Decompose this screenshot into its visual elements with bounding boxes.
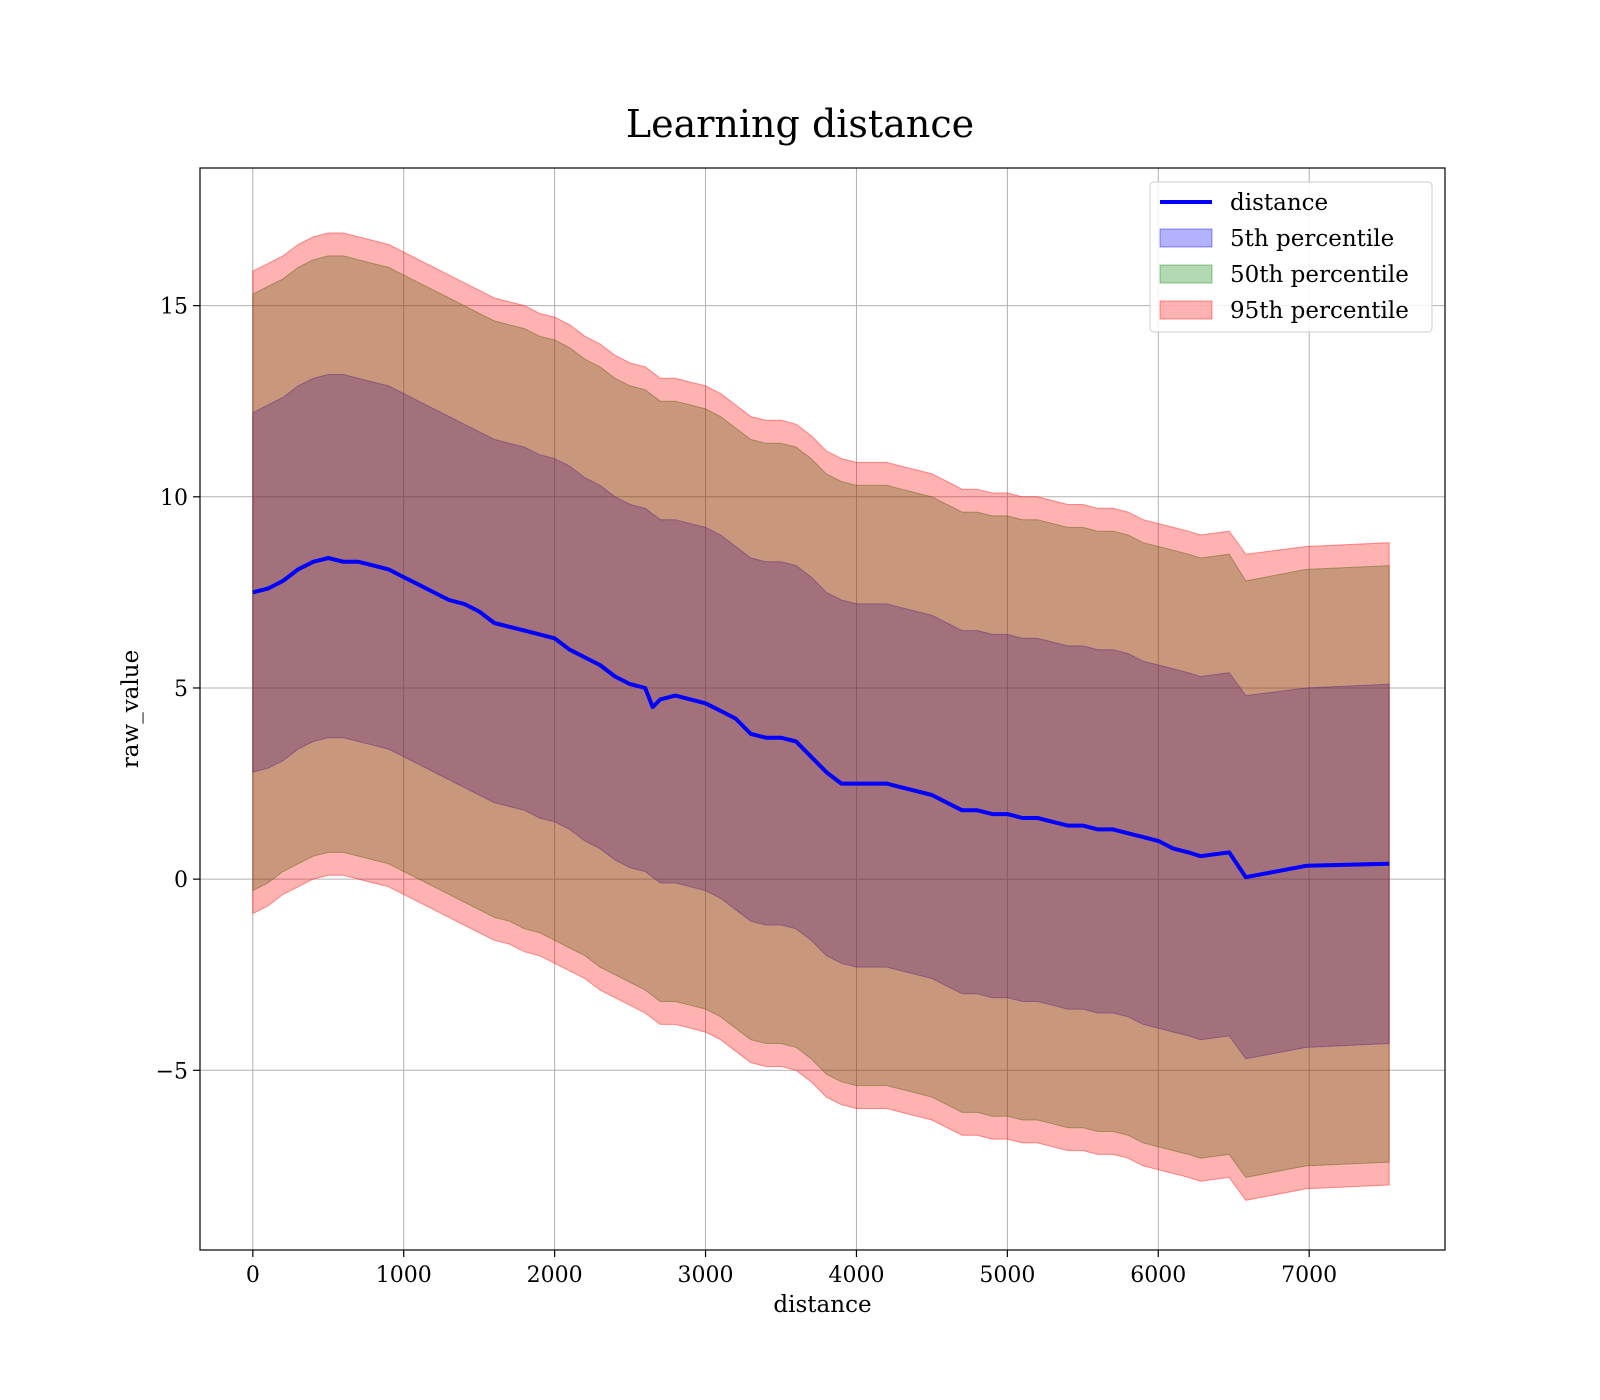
legend-label-50th-percentile: 50th percentile [1230,262,1409,288]
legend-box [1149,181,1433,333]
legend-label-distance: distance [1230,190,1328,216]
x-tick-label: 6000 [1130,1263,1186,1288]
distance-line [252,556,1390,880]
5th-percentile-band [252,374,1390,1060]
legend-label-95th-percentile: 95th percentile [1230,298,1409,324]
y-axis-label: raw_value [118,650,144,768]
plot-frame [199,167,1446,1251]
legend-label-5th-percentile: 5th percentile [1230,226,1394,252]
95th-percentile-band [252,232,1390,1201]
x-tick-label: 0 [246,1263,260,1288]
50th-percentile-band [252,255,1390,1178]
y-tick-label: 15 [160,295,188,320]
x-tick-label: 2000 [527,1263,583,1288]
legend-swatch-95th-percentile [1159,300,1213,320]
chart-title: Learning distance [625,102,975,146]
legend-swatch-5th-percentile [1159,228,1213,248]
y-tick-label: −5 [156,1059,188,1084]
x-tick-label: 4000 [828,1263,884,1288]
legend: distance 5th percentile 50th percentile 95t… [1149,181,1433,333]
y-tick-label: 0 [174,868,188,893]
axis-ticks: 0 1000 2000 3000 4000 5000 6000 7000 −5 0 5 10 15 [156,295,1338,1288]
legend-swatch-50th-percentile [1159,264,1213,284]
y-tick-label: 5 [174,677,188,702]
x-tick-label: 7000 [1281,1263,1337,1288]
legend-items: distance 5th percentile 50th percentile 95t… [1159,190,1409,324]
percentile-bands [252,232,1390,1201]
y-tick-label: 10 [160,486,188,511]
distance-line-layer [252,556,1390,880]
x-tick-label: 1000 [376,1263,432,1288]
x-tick-label: 3000 [678,1263,734,1288]
x-tick-label: 5000 [979,1263,1035,1288]
x-axis-label: distance [773,1292,871,1318]
